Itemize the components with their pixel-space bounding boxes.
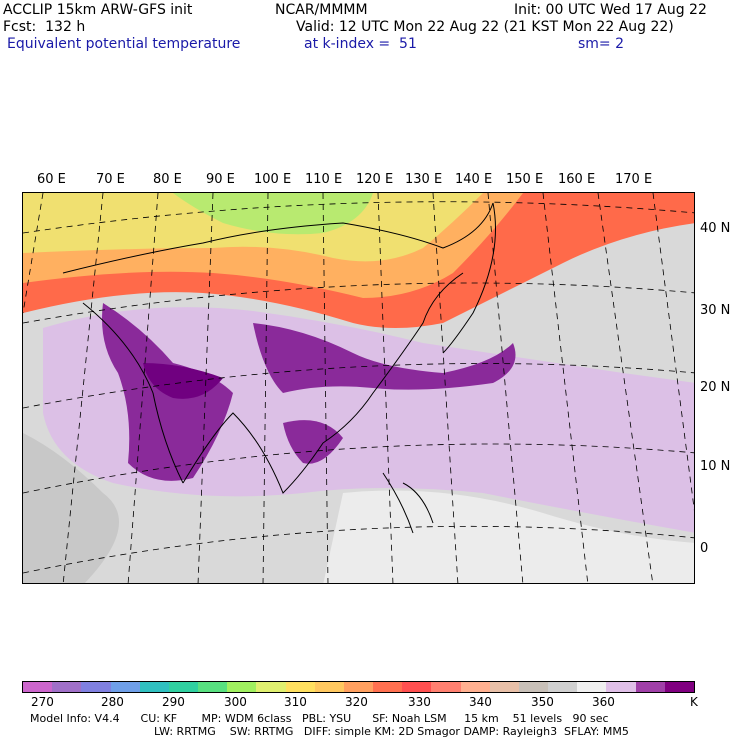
field-name: Equivalent potential temperature	[7, 36, 241, 52]
colorbar-tick: 340	[469, 695, 492, 709]
colorbar-swatch	[402, 682, 432, 692]
colorbar-swatch	[373, 682, 403, 692]
model-info-line2: LW: RRTMG SW: RRTMG DIFF: simple KM: 2D …	[154, 725, 629, 738]
colorbar-tick: 350	[531, 695, 554, 709]
colorbar-tick: 290	[162, 695, 185, 709]
colorbar-tick: 300	[224, 695, 247, 709]
colorbar-tick: 270	[31, 695, 54, 709]
lon-label: 90 E	[206, 172, 235, 187]
init-time: Init: 00 UTC Wed 17 Aug 22	[514, 2, 707, 18]
colorbar-swatch	[23, 682, 53, 692]
colorbar-swatch	[81, 682, 111, 692]
colorbar-swatch	[168, 682, 199, 692]
colorbar-swatch	[548, 682, 578, 692]
colorbar-swatch	[314, 682, 344, 692]
lon-label: 120 E	[356, 172, 394, 187]
colorbar-tick: 320	[345, 695, 368, 709]
colorbar-unit: K	[690, 695, 698, 709]
lon-label: 140 E	[455, 172, 493, 187]
colorbar-swatch	[606, 682, 636, 692]
lat-label: 0	[700, 541, 709, 556]
colorbar-tick: 310	[284, 695, 307, 709]
lon-label: 110 E	[305, 172, 343, 187]
colorbar-swatch	[227, 682, 257, 692]
lat-label: 30 N	[700, 303, 731, 318]
colorbar-swatch	[577, 682, 607, 692]
colorbar-swatch	[256, 682, 286, 692]
colorbar-swatch	[285, 682, 315, 692]
colorbar-tick: 280	[101, 695, 124, 709]
lon-label: 60 E	[37, 172, 66, 187]
colorbar-swatch	[110, 682, 140, 692]
center-label: NCAR/MMMM	[275, 2, 368, 18]
lon-label: 160 E	[558, 172, 596, 187]
model-title: ACCLIP 15km ARW-GFS init	[3, 2, 193, 18]
map-field-svg	[23, 193, 694, 583]
lon-label: 80 E	[153, 172, 182, 187]
lon-label: 130 E	[405, 172, 443, 187]
colorbar	[22, 681, 695, 693]
theta-e-map	[22, 192, 695, 584]
level-label: at k-index = 51	[304, 36, 417, 52]
lon-label: 70 E	[96, 172, 125, 187]
lon-label: 150 E	[506, 172, 544, 187]
lon-label: 100 E	[254, 172, 292, 187]
valid-time: Valid: 12 UTC Mon 22 Aug 22 (21 KST Mon …	[296, 19, 674, 35]
colorbar-swatch	[635, 682, 665, 692]
colorbar-swatch	[460, 682, 490, 692]
colorbar-tick: 360	[592, 695, 615, 709]
colorbar-swatch	[489, 682, 519, 692]
lon-label: 170 E	[615, 172, 653, 187]
colorbar-swatch	[664, 682, 694, 692]
colorbar-tick: 330	[408, 695, 431, 709]
colorbar-swatch	[343, 682, 374, 692]
lat-label: 40 N	[700, 221, 731, 236]
colorbar-swatch	[198, 682, 228, 692]
colorbar-swatch	[518, 682, 549, 692]
colorbar-swatch	[52, 682, 82, 692]
colorbar-swatch	[431, 682, 461, 692]
forecast-hour: Fcst: 132 h	[3, 19, 86, 35]
lat-label: 10 N	[700, 459, 731, 474]
model-info-line1: Model Info: V4.4 CU: KF MP: WDM 6class P…	[30, 712, 609, 725]
smoothing-label: sm= 2	[578, 36, 625, 52]
colorbar-swatch	[139, 682, 169, 692]
lat-label: 20 N	[700, 380, 731, 395]
